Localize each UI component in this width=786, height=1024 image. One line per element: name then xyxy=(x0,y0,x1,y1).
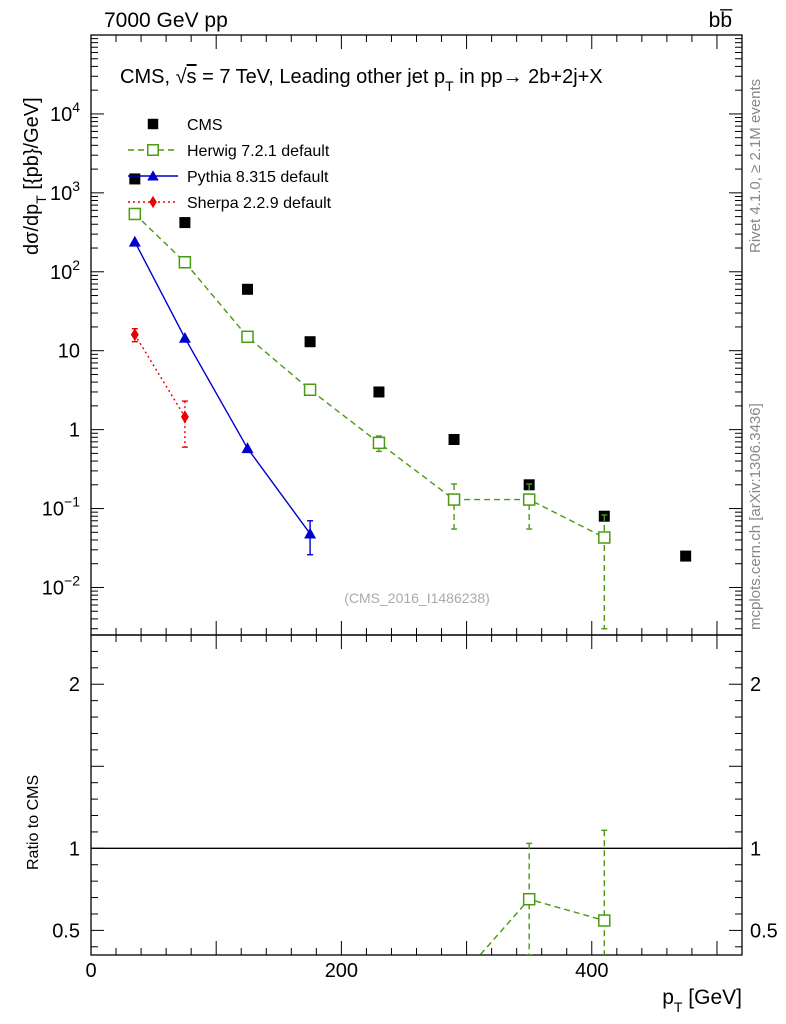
cms-marker xyxy=(680,550,692,562)
y-tick-exponent: −1 xyxy=(64,494,80,510)
ratio-y-tick-label: 1 xyxy=(69,838,80,860)
pythia-marker xyxy=(241,442,254,454)
y-tick-base: 1 xyxy=(69,420,80,442)
y-tick-exponent: −2 xyxy=(64,572,80,588)
y-tick-label: 1 xyxy=(69,420,80,442)
pythia-marker xyxy=(178,331,191,343)
ratio-x-ticks: 0 200 400 xyxy=(85,635,743,982)
pythia-marker xyxy=(147,170,159,181)
cms-marker xyxy=(304,336,316,348)
ratio-y-tick-label: 2 xyxy=(69,674,80,696)
series-line xyxy=(134,213,605,539)
ratio-y-tick-label: 0.5 xyxy=(52,920,80,942)
series-line xyxy=(134,241,311,535)
ratio-plot-frame xyxy=(90,634,743,956)
legend-label: Sherpa 2.2.9 default xyxy=(187,195,332,212)
title-sub: T xyxy=(445,78,454,94)
cms-marker xyxy=(448,433,460,445)
title-suffix: in pp→ 2b+2j+X xyxy=(454,66,603,88)
y-tick-base: 10 xyxy=(42,499,64,521)
main-y-label-rest: [{pb}/GeV] xyxy=(21,97,43,195)
cms-marker xyxy=(129,173,141,185)
herwig-marker xyxy=(449,979,460,990)
herwig-marker xyxy=(447,493,461,506)
y-tick-label: 10−1 xyxy=(42,494,80,521)
sherpa-marker xyxy=(180,410,189,424)
main-y-label-main: dσ/dp xyxy=(21,204,43,255)
y-tick-base: 10 xyxy=(50,104,72,126)
legend: CMS Herwig 7.2.1 default Pythia 8.315 defa… xyxy=(128,117,332,212)
x-label-main: p xyxy=(662,986,674,1009)
title-s: s xyxy=(187,66,197,88)
herwig-marker xyxy=(598,531,611,544)
main-series-layer xyxy=(128,173,692,630)
x-axis-label: pT [GeV] xyxy=(662,986,742,1015)
ratio-series-layer xyxy=(91,829,742,990)
sherpa-marker xyxy=(149,195,157,209)
rivet-label: Rivet 4.1.0, ≥ 2.1M events xyxy=(747,79,764,253)
process-label: bb̅ xyxy=(709,9,734,32)
title-sqrt: √ xyxy=(176,66,187,88)
energy-label: 7000 GeV pp xyxy=(104,9,228,32)
ratio-y-tick-label-right: 2 xyxy=(750,674,761,696)
herwig-marker xyxy=(241,330,254,344)
main-x-ticks xyxy=(90,35,743,635)
main-y-axis-label: dσ/dpT [{pb}/GeV] xyxy=(21,97,49,255)
herwig-marker xyxy=(303,383,317,397)
title-prefix: CMS, xyxy=(120,66,176,88)
analysis-watermark: (CMS_2016_I1486238) xyxy=(344,590,490,606)
y-tick-exponent: 2 xyxy=(72,257,80,273)
legend-label: CMS xyxy=(187,117,223,134)
y-tick-label: 102 xyxy=(50,257,80,284)
pythia-marker xyxy=(128,235,141,247)
y-tick-exponent: 4 xyxy=(72,99,80,115)
main-y-label-sub: T xyxy=(33,195,49,204)
herwig-marker xyxy=(522,493,536,506)
y-tick-base: 10 xyxy=(50,183,72,205)
y-tick-base: 10 xyxy=(58,341,80,363)
herwig-marker xyxy=(147,144,159,156)
ratio-y-ticks: 0.5 0.5 1 1 2 2 xyxy=(52,634,778,948)
ratio-y-axis-label: Ratio to CMS xyxy=(25,775,42,870)
y-tick-label: 10−2 xyxy=(42,572,80,599)
cms-marker xyxy=(373,386,385,398)
x-tick-label: 0 xyxy=(85,960,96,982)
cms-marker xyxy=(241,283,253,295)
cms-marker xyxy=(179,217,191,229)
ratio-y-tick-label-right: 0.5 xyxy=(750,920,778,942)
title-middle: = 7 TeV, Leading other jet p xyxy=(197,66,446,88)
herwig-marker xyxy=(522,892,536,906)
series-line xyxy=(134,334,186,418)
legend-label: Pythia 8.315 default xyxy=(187,169,329,186)
x-tick-label: 200 xyxy=(325,960,358,982)
y-tick-base: 10 xyxy=(50,262,72,284)
y-tick-label: 10 xyxy=(58,341,80,363)
x-tick-label: 400 xyxy=(575,960,608,982)
y-tick-base: 10 xyxy=(42,577,64,599)
herwig-marker xyxy=(128,207,142,221)
x-label-sub: T xyxy=(674,999,683,1015)
pythia-marker xyxy=(304,527,317,539)
chart-title: CMS, √s = 7 TeV, Leading other jet pT in… xyxy=(120,66,603,94)
mcplots-label: mcplots.cern.ch [arXiv:1306.3436] xyxy=(747,403,764,630)
y-tick-label: 103 xyxy=(50,178,80,205)
cms-marker xyxy=(147,118,159,130)
x-label-rest: [GeV] xyxy=(682,986,742,1009)
legend-label: Herwig 7.2.1 default xyxy=(187,143,330,160)
y-tick-label: 104 xyxy=(50,99,80,126)
ratio-y-tick-label-right: 1 xyxy=(750,838,761,860)
sherpa-marker xyxy=(130,328,139,342)
y-tick-exponent: 3 xyxy=(72,178,80,194)
herwig-marker xyxy=(178,256,192,269)
herwig-marker xyxy=(598,914,611,927)
herwig-marker xyxy=(372,436,386,450)
